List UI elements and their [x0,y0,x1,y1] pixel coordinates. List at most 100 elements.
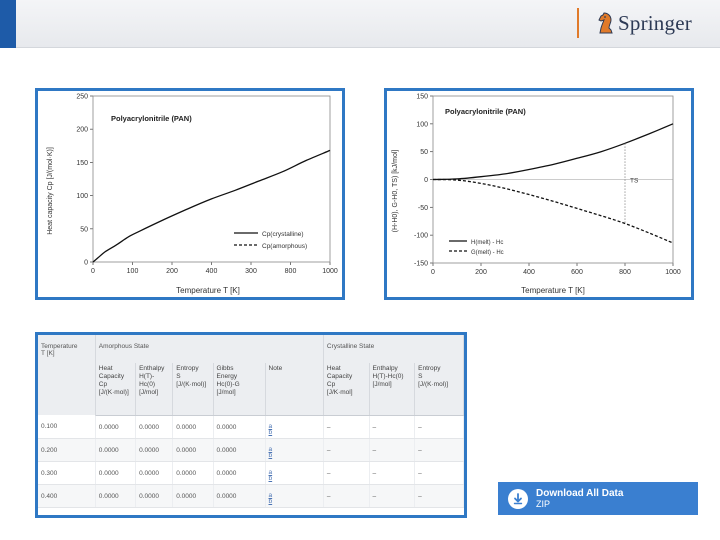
chart1-y-tick-label: 100 [76,193,88,200]
chart2-y-tick-label: 0 [424,177,428,184]
header-crystalline-heat-capacity: Heat Capacity Cp [J/K·mol] [323,363,370,416]
cell-heat-capacity: 0.0000 [95,438,137,462]
header-crystalline-state: Crystalline State [323,335,464,363]
cell-temperature: 0.400 [38,484,96,508]
chart2-y-tick-label: 50 [420,149,428,156]
chart2-y-tick-label: 100 [416,121,428,128]
cell-temperature: 0.100 [38,415,96,439]
chart2-y-tick-label: 150 [416,94,428,101]
chart2-ts-label: TS [630,177,639,184]
cell-cryst-entropy: – [414,415,464,439]
cell-enthalpy: 0.0000 [135,461,174,485]
cell-heat-capacity: 0.0000 [95,461,137,485]
chart1-title: Polyacrylonitrile (PAN) [111,114,192,123]
cell-cryst-entropy: – [414,461,464,485]
chart2-x-tick-label: 800 [619,269,631,276]
header-bar: Springer [0,0,720,48]
chart1-x-tick-label: 100 [127,268,139,275]
download-format: ZIP [536,498,551,509]
chart1-y-tick-label: 150 [76,160,88,167]
chart2-series-g [432,178,674,244]
cell-gibbs: 0.0000 [213,415,266,439]
chart2-x-tick-label: 400 [523,269,535,276]
table-row: 0.100 0.0000 0.0000 0.0000 0.0000 a b – … [38,415,464,439]
table-sub-header-row: Heat Capacity Cp [J/(K·mol)] Enthalpy H(… [38,363,464,416]
legend1-label-crystalline: Cp(crystalline) [262,231,304,238]
cell-cryst-heat-capacity: – [323,461,370,485]
cell-gibbs: 0.0000 [213,438,266,462]
cell-entropy: 0.0000 [172,415,214,439]
cell-cryst-enthalpy: – [369,484,416,508]
table-row: 0.200 0.0000 0.0000 0.0000 0.0000 a b – … [38,438,464,462]
download-all-data-button[interactable]: Download All Data ZIP [498,482,698,515]
cell-entropy: 0.0000 [172,438,214,462]
cell-temperature: 0.300 [38,461,96,485]
chart2-series-h [432,123,674,181]
cell-note-link[interactable]: a b [265,415,324,439]
chart1-x-tick-label: 200 [166,268,178,275]
chart2-title: Polyacrylonitrile (PAN) [445,107,526,116]
chart1-x-tick-label: 800 [285,268,297,275]
cell-cryst-enthalpy: – [369,415,416,439]
cell-enthalpy: 0.0000 [135,438,174,462]
cell-gibbs: 0.0000 [213,484,266,508]
chart1-ylabel: Heat capacity Cp [J/(mol·K)] [47,147,54,235]
cell-entropy: 0.0000 [172,484,214,508]
header-accent [0,0,16,48]
enthalpy-gibbs-chart: Polyacrylonitrile (PAN) (H-H0), G-H0, TS… [384,88,694,300]
chess-knight-icon [598,12,613,34]
header-amorphous-enthalpy: Enthalpy H(T)-Hc(0) [J/mol] [135,363,174,416]
cell-enthalpy: 0.0000 [135,484,174,508]
cell-cryst-entropy: – [414,484,464,508]
header-temperature: Temperature T [K] [38,335,96,415]
chart2-x-tick-label: 0 [431,269,435,276]
cell-gibbs: 0.0000 [213,461,266,485]
cell-cryst-entropy: – [414,438,464,462]
cell-temperature: 0.200 [38,438,96,462]
header-note: Note [265,363,324,416]
chart2-x-tick-label: 600 [571,269,583,276]
legend1-label-amorphous: Cp(amorphous) [262,243,307,250]
header-separator [577,8,579,38]
chart1-y-tick-label: 0 [84,260,88,267]
legend2-label-g: G(melt) - Hc [471,250,504,256]
chart2-ylabel: (H-H0), G-H0, TS) [kJ/mol] [392,150,399,233]
legend2-label-h: H(melt) - Hc [471,240,503,246]
thermo-data-table: Temperature T [K] Amorphous State Crysta… [38,335,464,508]
chart1-series-line [92,149,331,263]
chart1-x-tick-label: 1000 [322,268,338,275]
cell-heat-capacity: 0.0000 [95,415,137,439]
cell-note-link[interactable]: a b [265,438,324,462]
table-row: 0.400 0.0000 0.0000 0.0000 0.0000 a b – … [38,484,464,508]
springer-logo[interactable]: Springer [597,9,692,37]
chart2-y-tick-label: -100 [414,233,428,240]
chart1-x-tick-label: 0 [91,268,95,275]
download-label: Download All Data [536,487,624,499]
table-row: 0.300 0.0000 0.0000 0.0000 0.0000 a b – … [38,461,464,485]
header-amorphous-gibbs: Gibbs Energy Hc(0)-G [J/mol] [213,363,266,416]
heat-capacity-plot: Polyacrylonitrile (PAN) Heat capacity Cp… [47,94,338,296]
chart1-y-tick-label: 50 [80,226,88,233]
chart2-x-tick-label: 1000 [665,269,681,276]
chart1-x-tick-label: 300 [245,268,257,275]
cell-cryst-heat-capacity: – [323,415,370,439]
chart1-y-tick-label: 200 [76,127,88,134]
header-amorphous-entropy: Entropy S [J/(K·mol)] [172,363,214,416]
enthalpy-gibbs-plot: Polyacrylonitrile (PAN) (H-H0), G-H0, TS… [392,94,681,296]
chart2-xlabel: Temperature T [K] [521,286,585,295]
download-icon [508,488,528,509]
cell-cryst-heat-capacity: – [323,484,370,508]
chart1-x-tick-label: 400 [206,268,218,275]
chart1-legend: Cp(crystalline) Cp(amorphous) [234,231,307,250]
header-amorphous-state: Amorphous State [95,335,324,363]
chart1-plot-area [92,95,331,263]
cell-note-link[interactable]: a b [265,484,324,508]
heat-capacity-chart: Polyacrylonitrile (PAN) Heat capacity Cp… [35,88,345,300]
cell-cryst-heat-capacity: – [323,438,370,462]
cell-cryst-enthalpy: – [369,438,416,462]
chart1-y-tick-label: 250 [76,94,88,101]
cell-note-link[interactable]: a b [265,461,324,485]
chart2-legend: H(melt) - Hc G(melt) - Hc [449,240,504,256]
chart2-y-tick-label: -50 [418,205,428,212]
